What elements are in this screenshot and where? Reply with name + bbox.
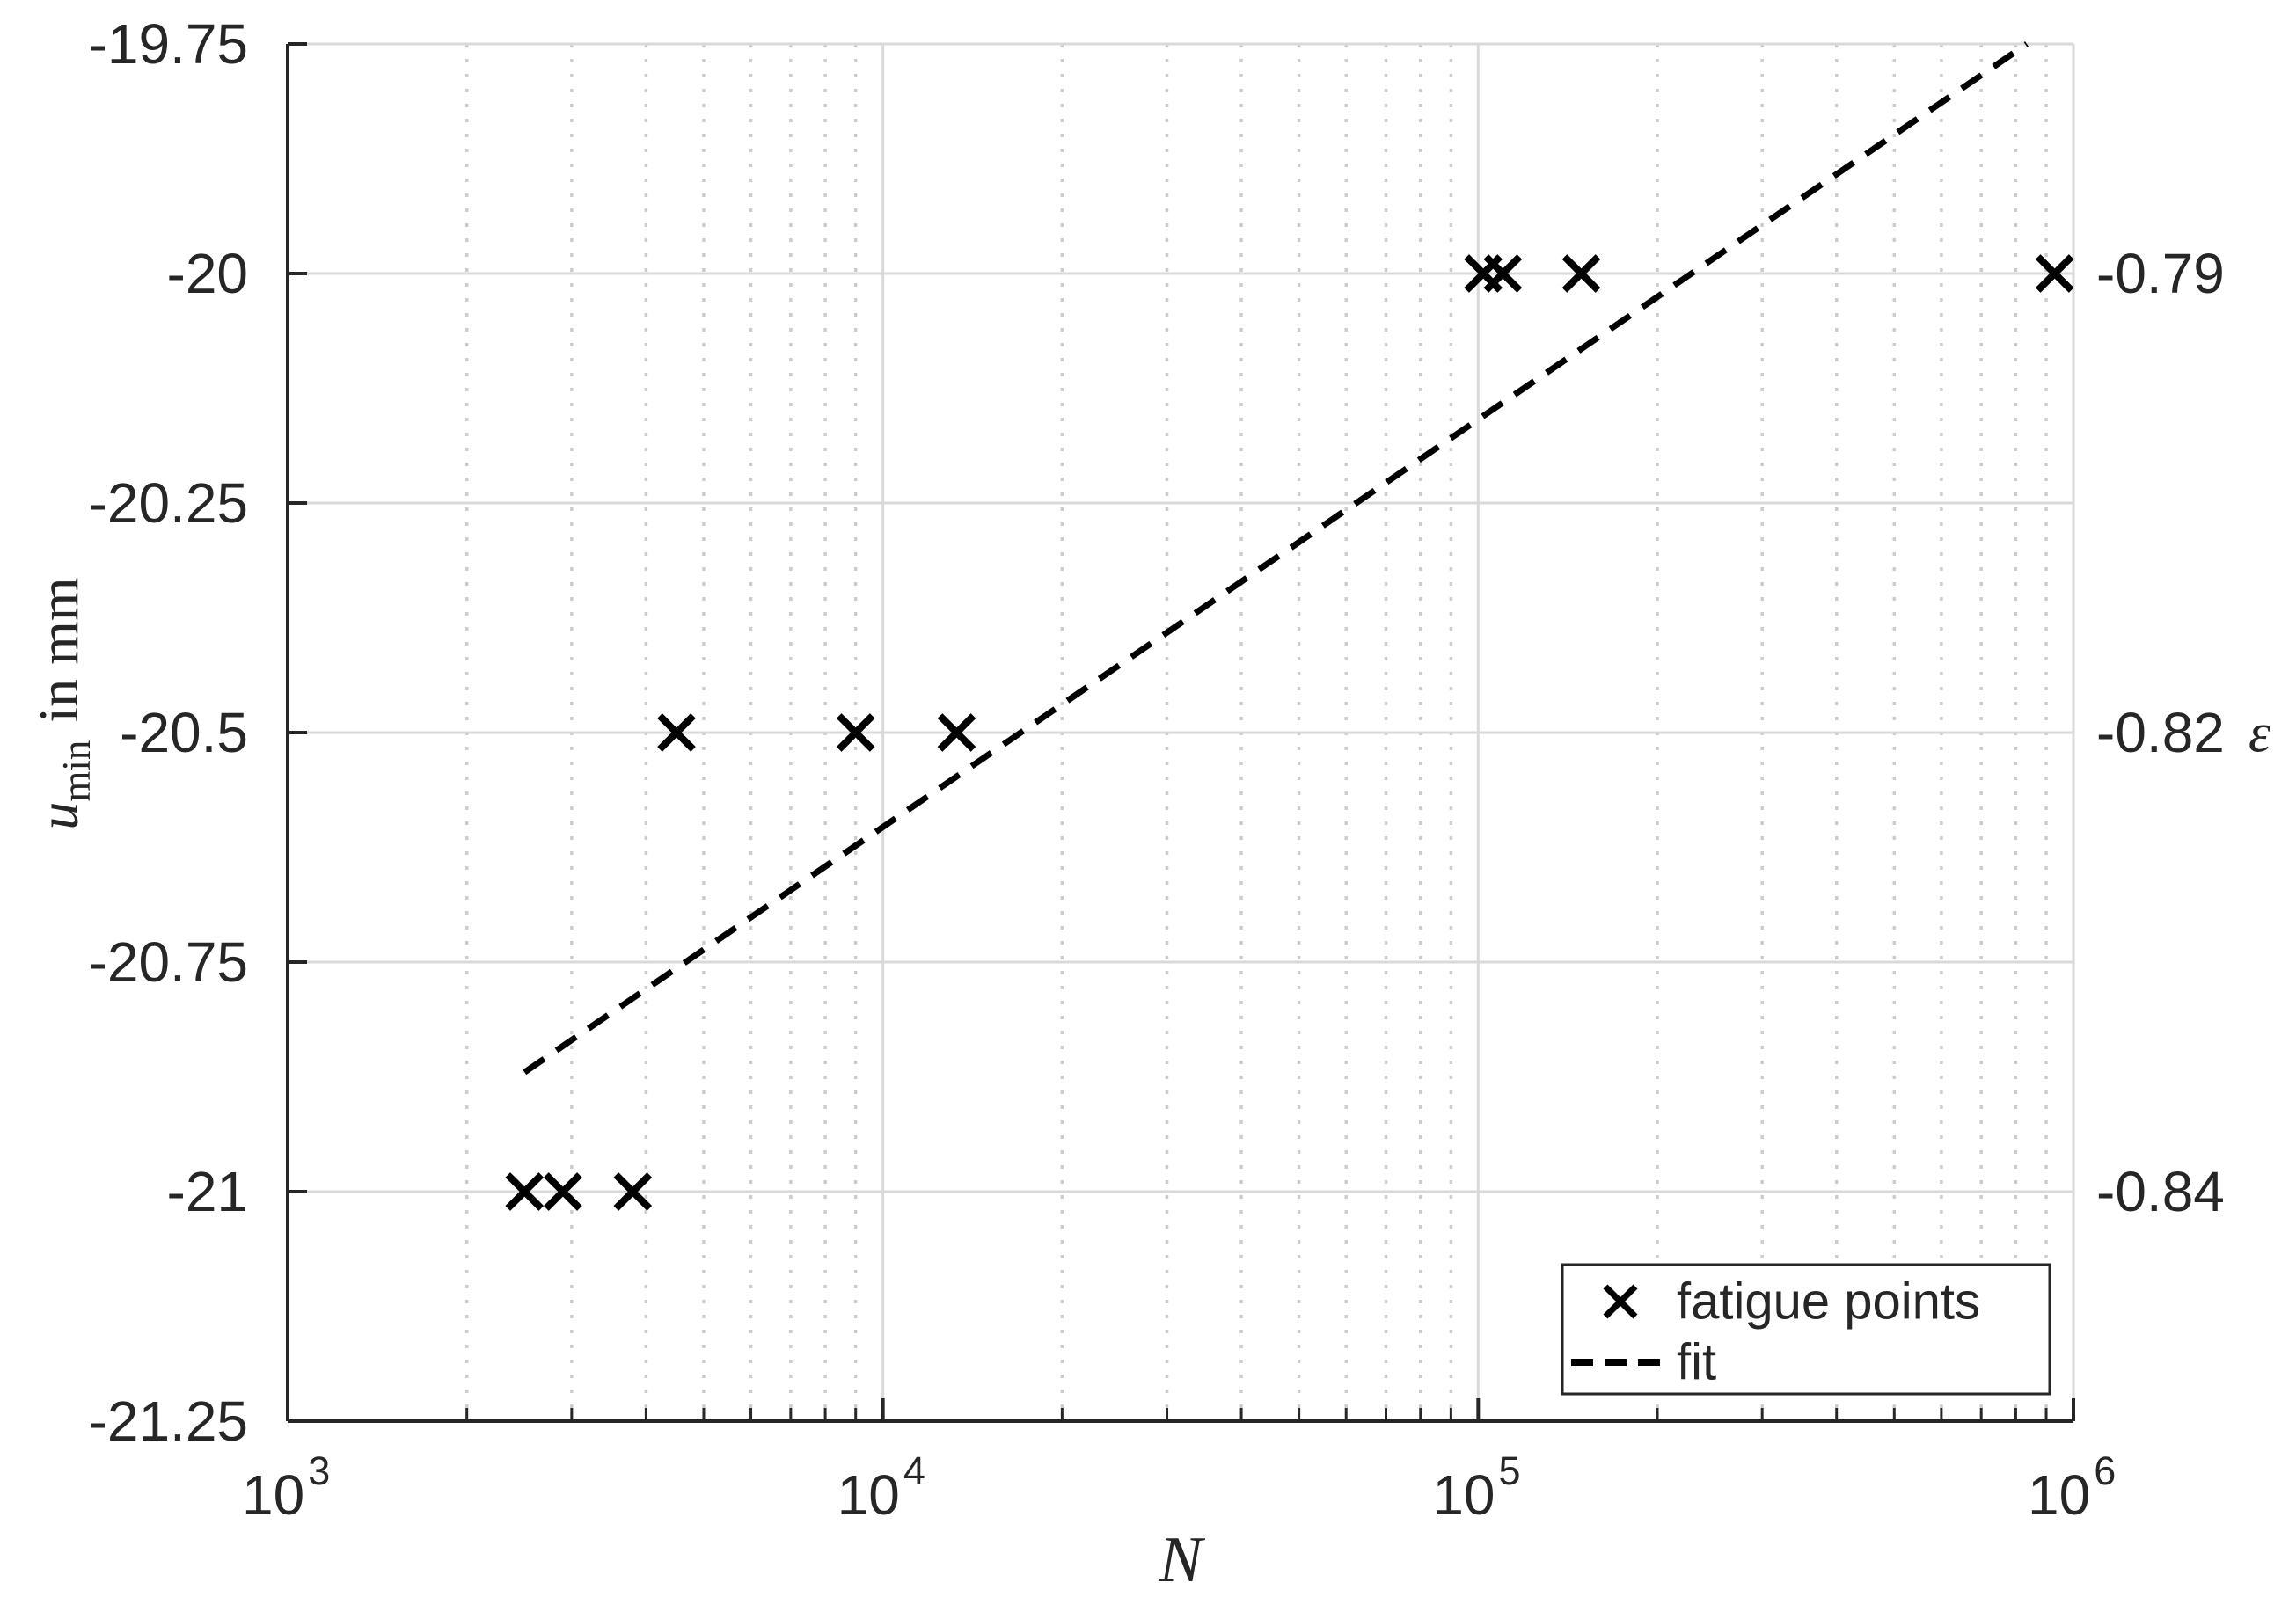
data-point-marker bbox=[613, 1172, 653, 1211]
x-tick-label: 103 bbox=[242, 1448, 330, 1527]
x-tick-label-base: 10 bbox=[242, 1463, 304, 1527]
x-tick-label-exponent: 3 bbox=[308, 1448, 330, 1493]
right-tick-label: -0.84 bbox=[2096, 1160, 2225, 1223]
x-tick-label-base: 10 bbox=[1432, 1463, 1495, 1527]
x-tick-label-base: 10 bbox=[2028, 1463, 2090, 1527]
data-point-marker bbox=[836, 713, 875, 752]
x-tick-label-exponent: 6 bbox=[2094, 1448, 2116, 1493]
y-tick-label: -19.75 bbox=[89, 12, 248, 76]
y-axis-label-subscript: min bbox=[55, 740, 99, 802]
x-tick-label: 105 bbox=[1432, 1448, 1520, 1527]
legend-x-marker-icon bbox=[1603, 1284, 1638, 1319]
y-tick-label: -20 bbox=[167, 242, 249, 305]
right-tick-label: -0.82 bbox=[2096, 701, 2225, 764]
y-tick-label: -21 bbox=[167, 1160, 249, 1223]
x-tick-label: 104 bbox=[837, 1448, 925, 1527]
data-point-marker bbox=[2035, 254, 2074, 293]
data-point-marker bbox=[505, 1172, 545, 1211]
x-axis-label: N bbox=[1158, 1524, 1205, 1596]
y-axis-label-unit: in mm bbox=[27, 577, 90, 722]
y-tick-label: -20.25 bbox=[89, 471, 248, 535]
y-axis-label-symbol: u bbox=[27, 802, 90, 830]
right-tick-label: -0.79 bbox=[2096, 242, 2225, 305]
data-point-marker bbox=[937, 713, 976, 752]
x-tick-label: 106 bbox=[2028, 1448, 2116, 1527]
fit-line bbox=[523, 41, 2029, 1076]
legend-entry-label: fatigue points bbox=[1677, 1273, 1980, 1331]
y-axis-label: umin in mm bbox=[27, 577, 99, 829]
x-tick-label-exponent: 4 bbox=[903, 1448, 925, 1493]
right-axis-label: ε bbox=[2248, 702, 2271, 764]
legend-box bbox=[1561, 1263, 2051, 1396]
x-tick-label-exponent: 5 bbox=[1499, 1448, 1521, 1493]
y-tick-label: -20.5 bbox=[120, 701, 248, 764]
data-point-marker bbox=[657, 713, 696, 752]
data-point-marker bbox=[1483, 254, 1523, 293]
legend-entry-label: fit bbox=[1677, 1334, 1716, 1391]
data-point-marker bbox=[544, 1172, 582, 1211]
y-tick-label: -20.75 bbox=[89, 930, 248, 994]
x-tick-label-base: 10 bbox=[837, 1463, 900, 1527]
data-point-marker bbox=[1561, 254, 1601, 293]
y-tick-label: -21.25 bbox=[89, 1390, 248, 1453]
